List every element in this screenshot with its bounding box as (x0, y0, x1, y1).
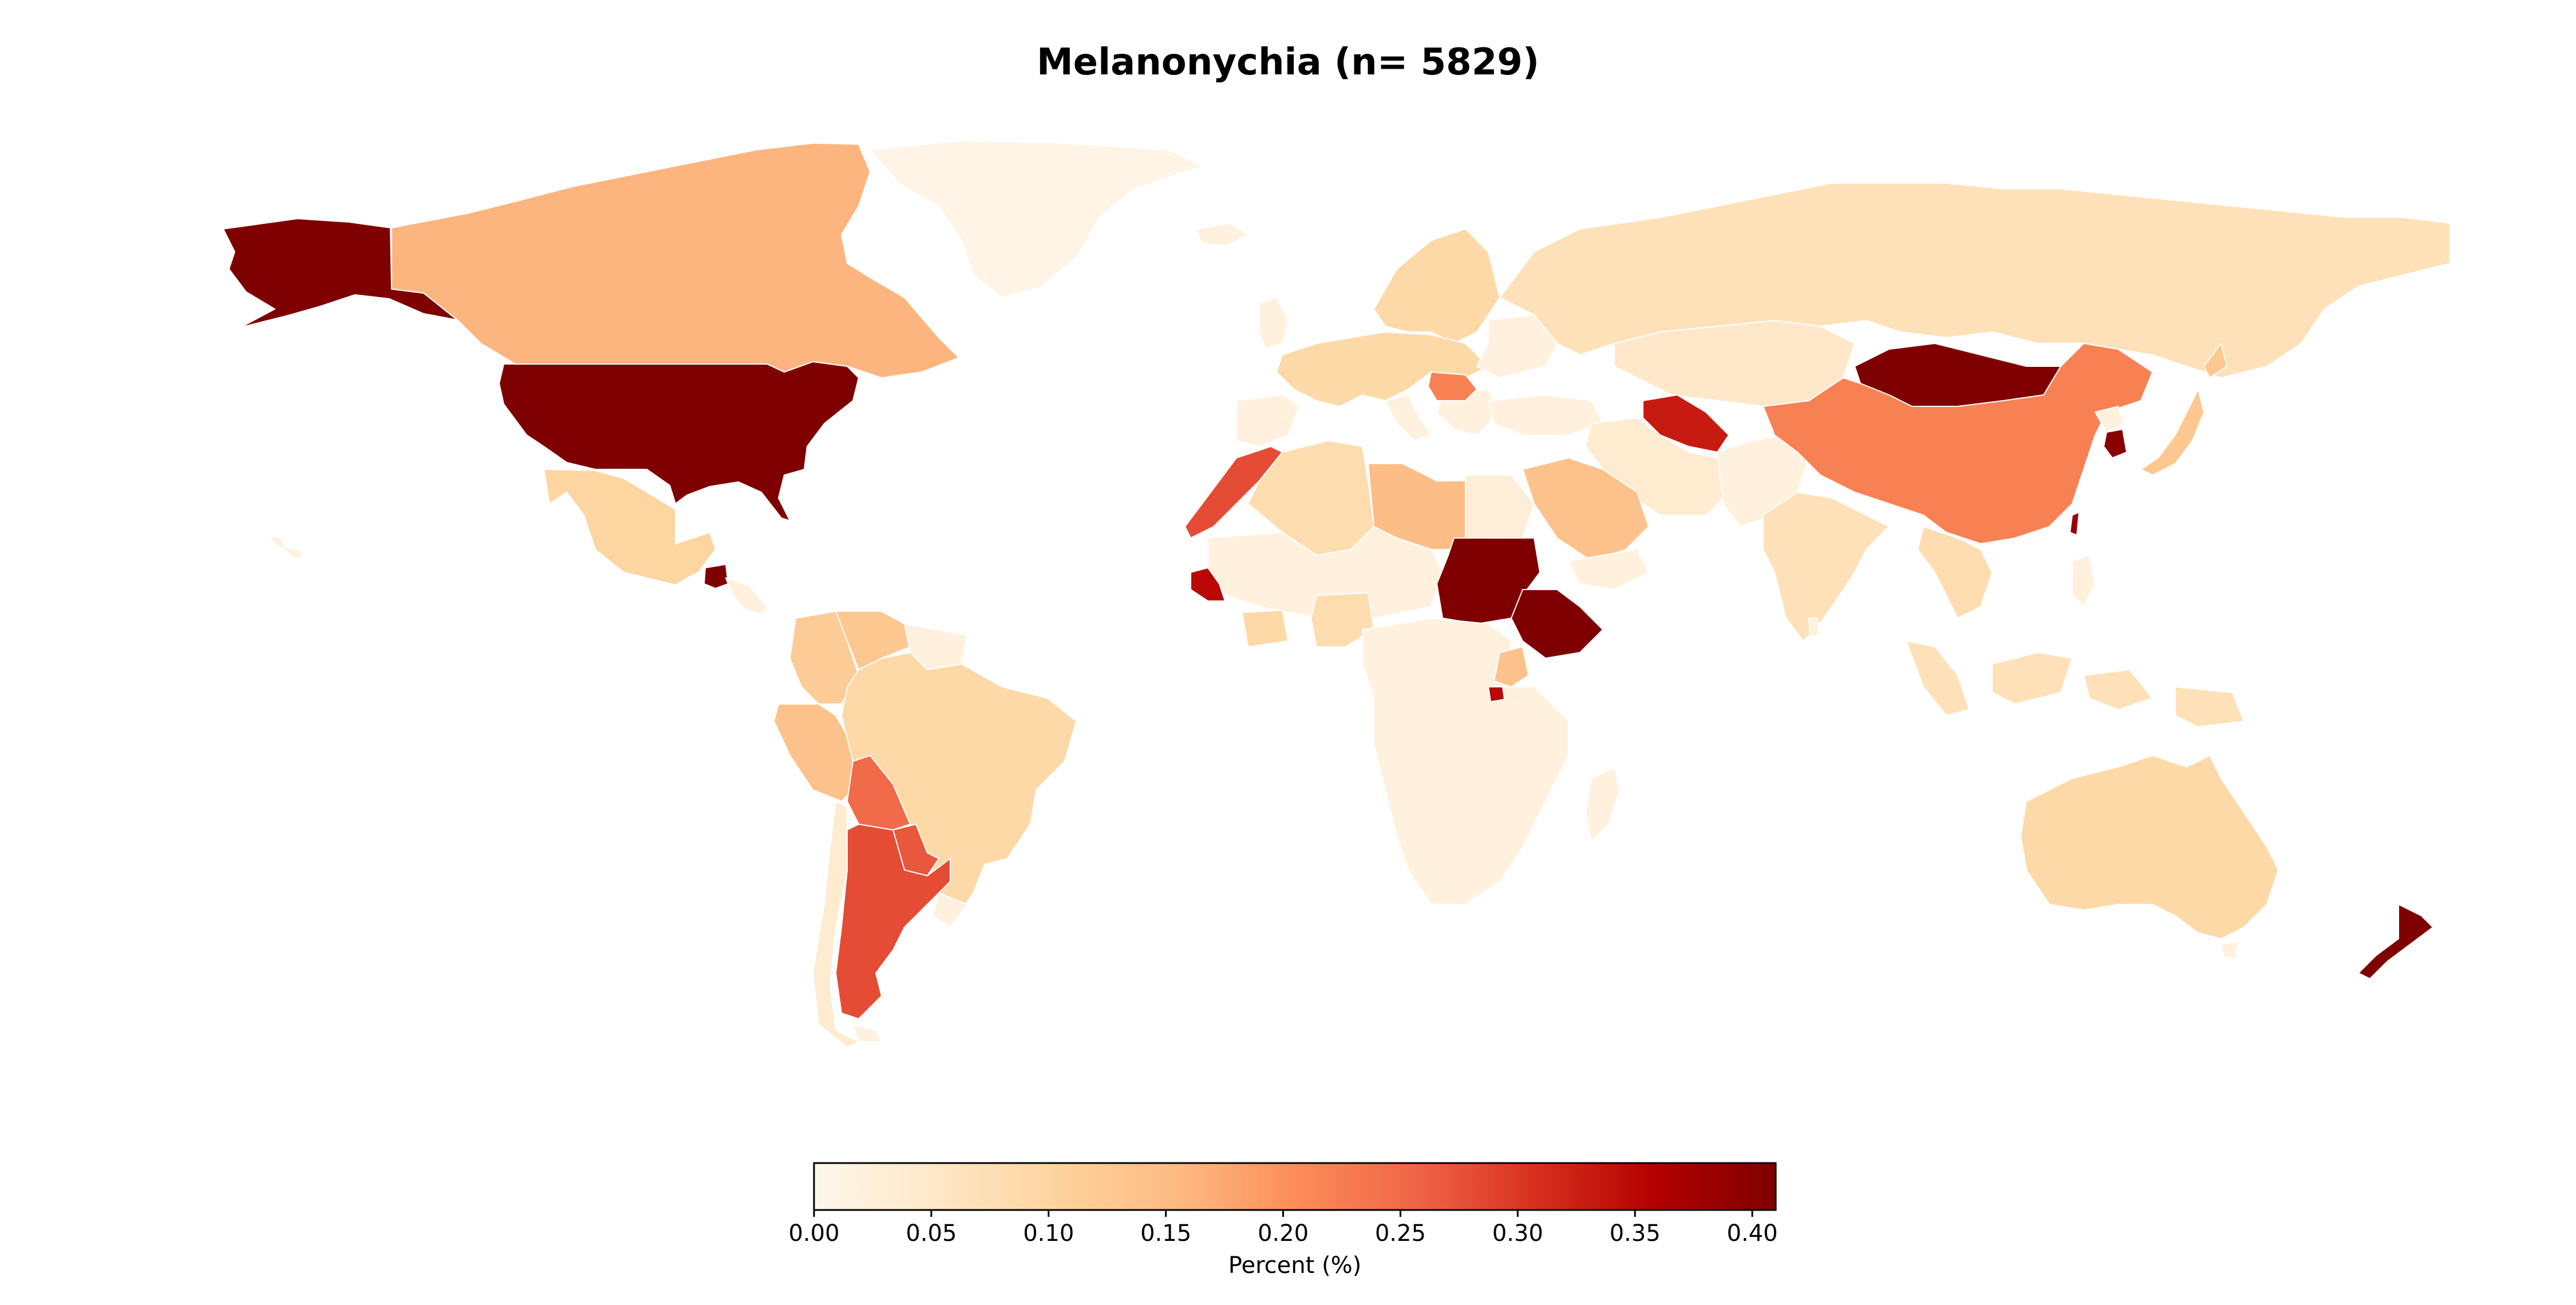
region-new-zealand (2357, 903, 2434, 980)
colorbar-gradient (813, 1162, 1777, 1211)
colorbar-tick-label: 0.40 (1726, 1220, 1777, 1247)
region-united-states (498, 361, 860, 522)
colorbar-tick-label: 0.00 (788, 1220, 839, 1247)
region-venezuela (835, 611, 911, 671)
region-south-korea (2103, 428, 2128, 459)
region-madagascar (1585, 766, 1621, 843)
region-uganda (1487, 686, 1506, 703)
region-sudan (1436, 537, 1541, 625)
colorbar-tick-label: 0.30 (1492, 1220, 1543, 1247)
region-hawaii (267, 535, 305, 560)
region-ghana (1241, 609, 1289, 648)
region-uruguay (932, 892, 969, 928)
region-italy-balkans (1384, 388, 1501, 442)
region-argentina (835, 823, 951, 1020)
region-sri-lanka (1808, 618, 1820, 638)
region-japan (2140, 342, 2228, 476)
region-peru (773, 703, 860, 802)
region-tierra-del-fuego (852, 1023, 883, 1042)
region-central-america (725, 577, 768, 616)
region-ethiopia (1510, 589, 1604, 659)
regions-layer (222, 140, 2451, 1049)
region-taiwan (2069, 511, 2080, 536)
region-alaska (222, 217, 461, 328)
region-kenya (1493, 646, 1530, 688)
region-morocco (1184, 445, 1283, 539)
colorbar: 0.00 0.05 0.10 0.15 0.20 0.25 0.30 0.35 0.40 (788, 1162, 1778, 1247)
colorbar-tick-label: 0.15 (1140, 1220, 1191, 1247)
region-tasmania (2220, 940, 2239, 960)
region-nigeria (1310, 592, 1375, 647)
region-southeast-asia (1917, 525, 1993, 619)
region-senegal (1190, 567, 1226, 602)
region-central-africa (1362, 617, 1569, 905)
colorbar-ticks: 0.00 0.05 0.10 0.15 0.20 0.25 0.30 0.35 0.40 (788, 1210, 1778, 1247)
region-india (1763, 491, 1890, 642)
colorbar-tick-label: 0.35 (1610, 1220, 1661, 1247)
region-indonesia (1905, 640, 2245, 728)
region-mexico (543, 468, 717, 586)
colorbar-tick-label: 0.25 (1375, 1220, 1426, 1247)
region-scandinavia (1373, 228, 1501, 345)
region-australia (2020, 754, 2279, 940)
colorbar-tick-label: 0.20 (1258, 1220, 1309, 1247)
region-iberia (1236, 394, 1301, 448)
region-egypt (1465, 474, 1535, 539)
region-philippines (2072, 554, 2096, 608)
region-bolivia (846, 754, 911, 831)
region-turkey-caucasus (1487, 394, 1604, 436)
colorbar-tick-label: 0.10 (1023, 1220, 1074, 1247)
region-romania (1427, 371, 1478, 401)
region-canada (391, 142, 960, 402)
region-uk (1259, 296, 1289, 350)
region-korea-north (2094, 405, 2125, 433)
region-iceland (1195, 222, 1249, 247)
colorbar-tick-label: 0.05 (906, 1220, 957, 1247)
colorbar-label: Percent (%) (1228, 1252, 1362, 1279)
region-greenland (868, 140, 1204, 299)
region-guatemala (703, 563, 729, 590)
region-iran (1585, 417, 1730, 516)
map-title: Melanonychia (n= 5829) (1036, 41, 1540, 84)
region-saudi-arabia (1522, 457, 1650, 562)
region-yemen-oman (1567, 548, 1650, 591)
